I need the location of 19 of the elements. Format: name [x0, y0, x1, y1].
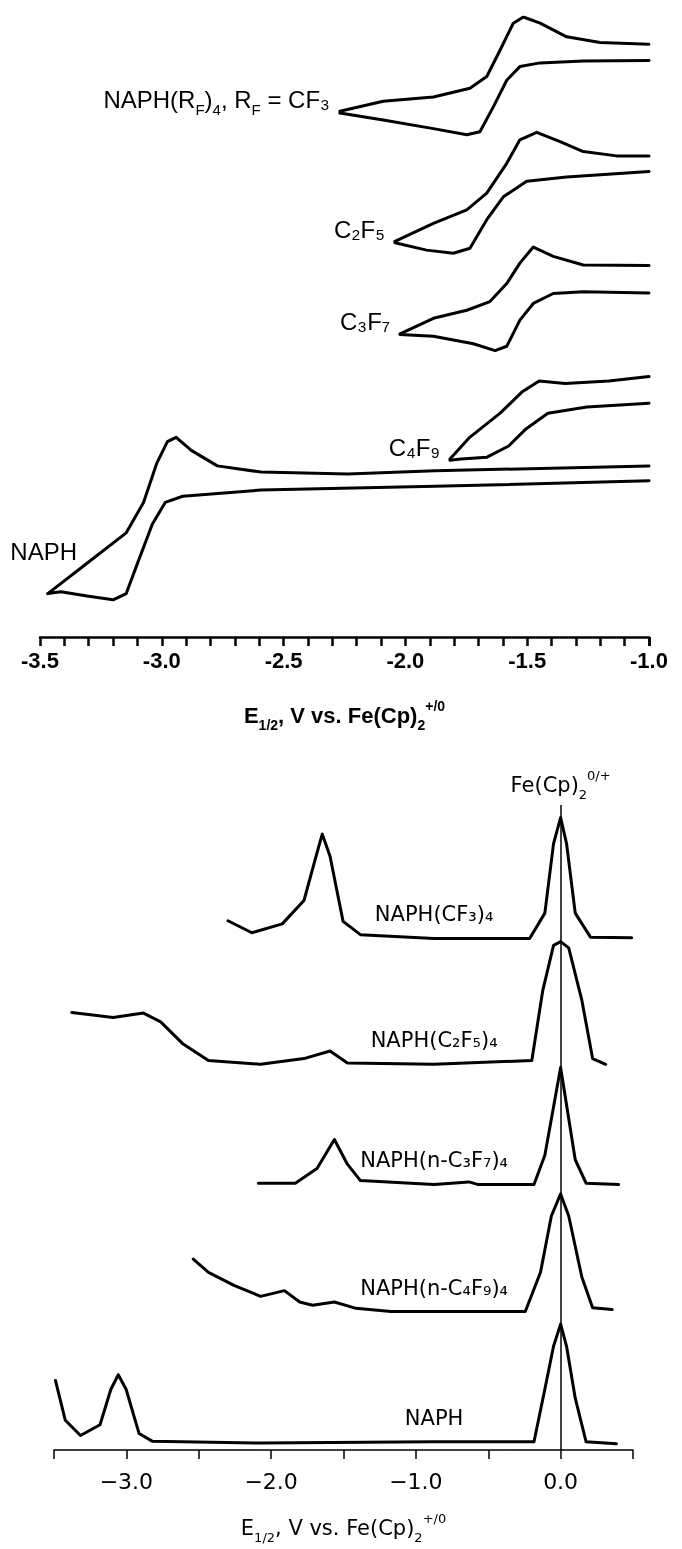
series-label: NAPH(CF₃)₄	[374, 902, 494, 927]
series-label: C₄F₉	[388, 433, 440, 461]
series-label: C₂F₅	[333, 215, 385, 243]
x-tick-label: −3.0	[99, 1468, 154, 1494]
x-tick-label: −1.0	[389, 1468, 443, 1494]
series-label: NAPH(C₂F₅)₄	[370, 1028, 498, 1053]
x-tick-label: 0.0	[543, 1468, 579, 1494]
x-tick-label: −2.0	[244, 1468, 298, 1494]
series-label: NAPH	[10, 537, 78, 565]
x-tick-label: -1.0	[630, 647, 668, 673]
series-label: C₃F₇	[340, 308, 391, 336]
x-tick-label: -2.0	[386, 647, 425, 673]
series-label: NAPH	[404, 1405, 464, 1430]
series-label: NAPH(n-C₃F₇)₄	[360, 1148, 509, 1173]
x-tick-label: -3.5	[21, 647, 59, 673]
x-tick-label: -2.5	[264, 647, 303, 673]
x-tick-label: -3.0	[142, 647, 181, 673]
x-tick-label: -1.5	[508, 647, 547, 673]
series-label: NAPH(n-C₄F₉)₄	[360, 1275, 509, 1300]
